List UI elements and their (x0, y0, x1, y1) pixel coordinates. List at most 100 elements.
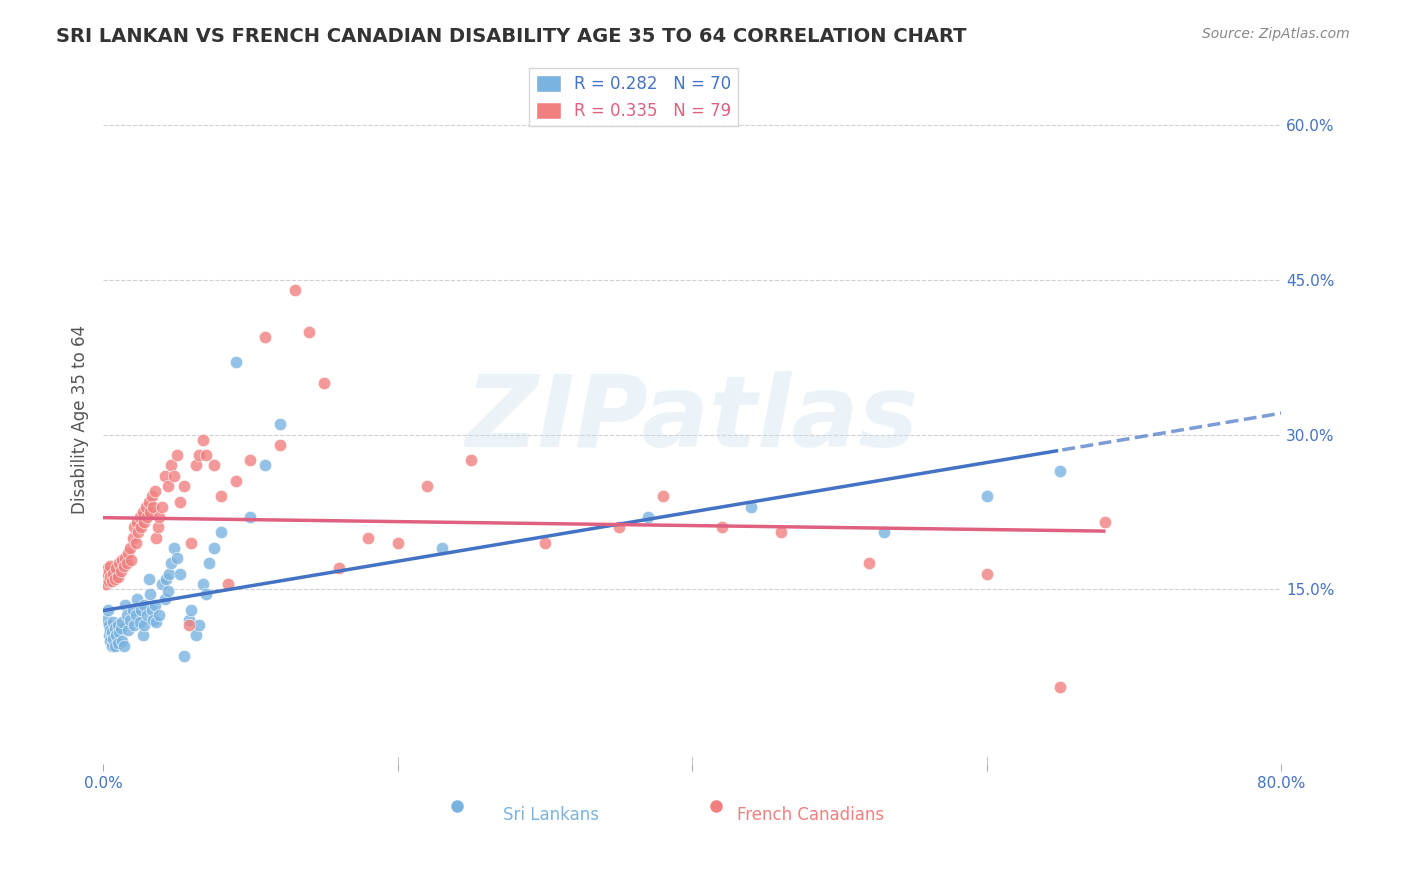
Point (153, 592, 176, 607)
Point (136, 510, 159, 524)
Point (96, 603, 118, 617)
Point (195, 587, 218, 601)
Point (976, 566, 998, 581)
Point (740, 500, 762, 514)
Point (111, 553, 134, 567)
Point (100, 559, 122, 574)
Point (107, 570, 129, 584)
Text: Source: ZipAtlas.com: Source: ZipAtlas.com (1202, 27, 1350, 41)
Point (284, 283, 307, 297)
Point (177, 613, 200, 627)
Point (160, 458, 183, 473)
Point (121, 531, 143, 545)
Point (430, 541, 453, 555)
Point (269, 417, 291, 432)
Point (710, 520, 733, 534)
Point (150, 577, 173, 591)
Point (105, 561, 128, 575)
Point (139, 505, 162, 519)
Point (416, 479, 439, 493)
Point (184, 458, 207, 473)
Point (122, 520, 145, 534)
Point (180, 603, 202, 617)
Point (163, 468, 186, 483)
Y-axis label: Disability Age 35 to 64: Disability Age 35 to 64 (72, 325, 89, 514)
Point (103, 566, 125, 581)
Point (198, 557, 221, 571)
Point (134, 598, 156, 612)
Point (155, 572, 177, 586)
Point (131, 603, 153, 617)
Point (1094, 515, 1116, 529)
Point (173, 479, 195, 493)
Point (100, 633, 122, 648)
Point (122, 618, 145, 632)
Point (107, 618, 129, 632)
Point (136, 607, 159, 622)
Point (108, 625, 131, 640)
Point (127, 525, 149, 540)
Text: Sri Lankans: Sri Lankans (503, 805, 599, 823)
Point (94, 613, 117, 627)
Point (328, 561, 350, 575)
Point (156, 479, 179, 493)
Point (157, 566, 180, 581)
Point (129, 615, 152, 629)
Point (110, 564, 132, 578)
Point (873, 525, 896, 540)
Point (312, 376, 335, 390)
Point (357, 531, 380, 545)
Text: SRI LANKAN VS FRENCH CANADIAN DISABILITY AGE 35 TO 64 CORRELATION CHART: SRI LANKAN VS FRENCH CANADIAN DISABILITY… (56, 27, 967, 45)
Point (148, 510, 170, 524)
Point (160, 557, 183, 571)
Point (193, 577, 215, 591)
Point (169, 494, 191, 508)
Point (141, 489, 163, 503)
Point (138, 572, 160, 586)
Point (145, 615, 167, 629)
Point (239, 453, 262, 467)
Point (142, 500, 165, 514)
Point (187, 448, 209, 462)
Point (202, 458, 225, 473)
Point (209, 489, 232, 503)
Point (148, 607, 170, 622)
Point (1049, 464, 1071, 478)
Point (101, 625, 124, 640)
Point (98, 574, 121, 588)
Point (143, 598, 166, 612)
Point (114, 598, 136, 612)
Point (150, 500, 173, 514)
Point (118, 613, 141, 627)
Point (769, 525, 792, 540)
Point (98, 618, 121, 632)
Point (100, 624, 122, 638)
Point (98, 628, 121, 642)
Point (225, 355, 247, 369)
Point (110, 621, 132, 635)
Point (134, 618, 156, 632)
Point (298, 325, 321, 339)
Point (98, 564, 121, 578)
Point (209, 525, 232, 540)
Point (115, 607, 138, 622)
Point (254, 458, 277, 473)
Text: French Canadians: French Canadians (737, 805, 883, 823)
Point (141, 603, 163, 617)
Point (180, 535, 202, 549)
Point (534, 535, 557, 549)
Point (217, 577, 239, 591)
Point (173, 649, 195, 664)
Point (115, 557, 138, 571)
Point (117, 546, 139, 560)
Point (107, 636, 129, 650)
Point (225, 474, 247, 488)
Point (460, 453, 482, 467)
Legend: R = 0.282   N = 70, R = 0.335   N = 79: R = 0.282 N = 70, R = 0.335 N = 79 (529, 69, 738, 127)
Point (129, 510, 152, 524)
Point (153, 468, 176, 483)
Point (143, 484, 166, 499)
Point (125, 592, 148, 607)
Point (101, 639, 124, 653)
Point (94, 577, 117, 591)
